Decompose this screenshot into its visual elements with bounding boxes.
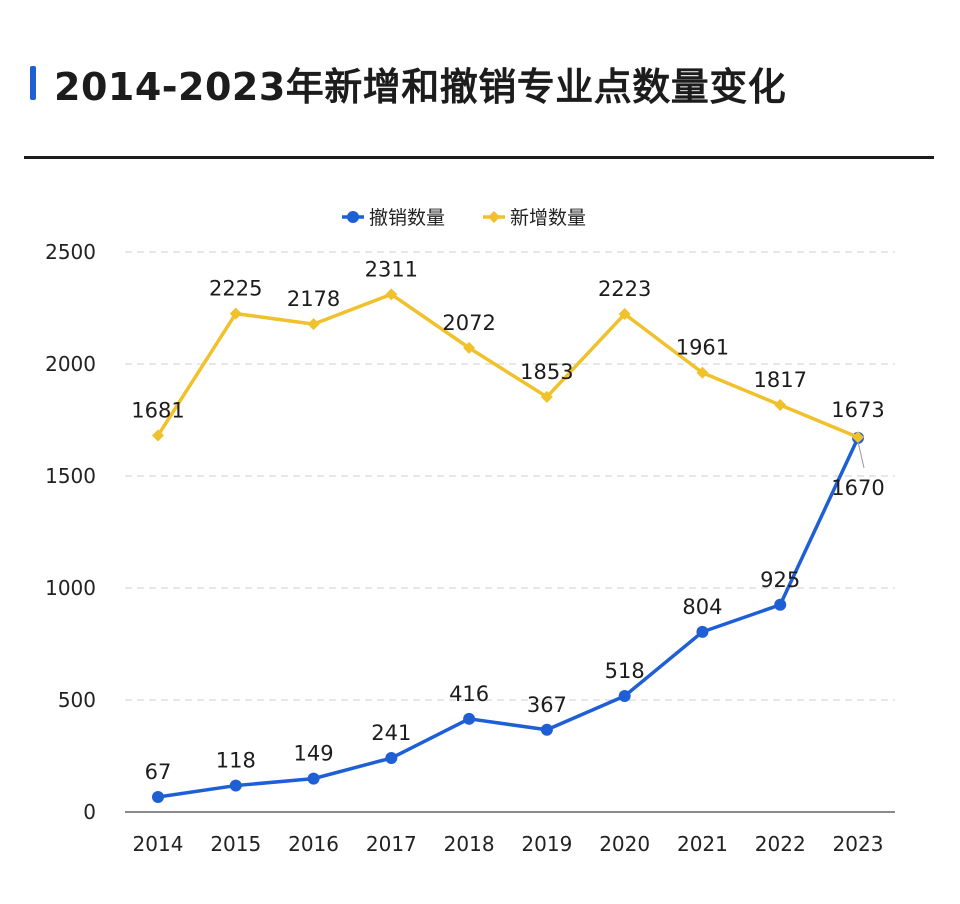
data-label: 67 <box>145 760 172 784</box>
data-point-added <box>540 390 553 403</box>
y-tick-label: 1000 <box>45 576 96 600</box>
x-tick-label: 2023 <box>833 832 884 856</box>
data-label: 1961 <box>676 336 729 360</box>
data-label: 804 <box>682 595 722 619</box>
data-point-revoked <box>385 752 398 765</box>
data-point-added <box>774 398 787 411</box>
data-label: 1853 <box>520 360 573 384</box>
data-point-added <box>852 431 864 444</box>
legend-marker-added <box>488 211 500 223</box>
data-point-revoked <box>152 790 164 803</box>
data-point-revoked <box>774 598 787 611</box>
data-point-revoked <box>696 625 709 638</box>
x-tick-label: 2014 <box>133 832 184 856</box>
data-point-added <box>696 366 709 379</box>
x-tick-label: 2022 <box>755 832 806 856</box>
data-label: 367 <box>527 693 567 717</box>
title-divider <box>24 156 934 159</box>
y-tick-label: 500 <box>58 688 96 712</box>
x-tick-label: 2021 <box>677 832 728 856</box>
y-tick-label: 0 <box>83 800 96 824</box>
data-label: 518 <box>605 659 645 683</box>
data-label: 118 <box>216 749 256 773</box>
x-tick-label: 2018 <box>444 832 495 856</box>
data-label: 1681 <box>131 398 184 422</box>
series-line-added <box>156 292 859 439</box>
x-tick-label: 2016 <box>288 832 339 856</box>
x-tick-label: 2017 <box>366 832 417 856</box>
data-label: 2225 <box>209 277 262 301</box>
y-tick-label: 2000 <box>45 352 96 376</box>
x-tick-label: 2020 <box>599 832 650 856</box>
data-label: 2311 <box>365 257 418 281</box>
legend-marker-revoked <box>347 211 359 223</box>
data-label: 2223 <box>598 277 651 301</box>
title-accent-bar <box>30 66 36 100</box>
data-label: 241 <box>371 721 411 745</box>
data-label: 416 <box>449 682 489 706</box>
x-tick-label: 2019 <box>521 832 572 856</box>
data-point-added <box>463 341 476 354</box>
legend-label: 撤销数量 <box>369 207 445 229</box>
data-label: 1673 <box>831 398 884 422</box>
y-tick-label: 2500 <box>45 240 96 264</box>
series-line-revoked <box>157 437 860 799</box>
data-point-revoked <box>307 772 320 785</box>
title-block: 2014-2023年新增和撤销专业点数量变化 <box>30 58 787 109</box>
page-title: 2014-2023年新增和撤销专业点数量变化 <box>54 64 787 109</box>
data-point-added <box>618 308 631 321</box>
data-label: 1817 <box>753 368 806 392</box>
data-point-added <box>385 288 398 301</box>
x-tick-label: 2015 <box>210 832 261 856</box>
data-label: 925 <box>760 568 800 592</box>
data-label: 2072 <box>442 311 495 335</box>
y-tick-label: 1500 <box>45 464 96 488</box>
data-point-revoked <box>540 723 553 736</box>
data-point-revoked <box>618 689 631 702</box>
data-point-added <box>307 318 320 331</box>
data-point-added <box>152 429 164 442</box>
data-point-revoked <box>463 712 476 725</box>
label-leader-line <box>857 441 865 469</box>
legend-label: 新增数量 <box>510 207 586 229</box>
data-label: 2178 <box>287 287 340 311</box>
data-label: 1670 <box>831 476 884 500</box>
data-point-revoked <box>229 779 242 792</box>
data-label: 149 <box>294 742 334 766</box>
data-point-added <box>229 307 242 320</box>
